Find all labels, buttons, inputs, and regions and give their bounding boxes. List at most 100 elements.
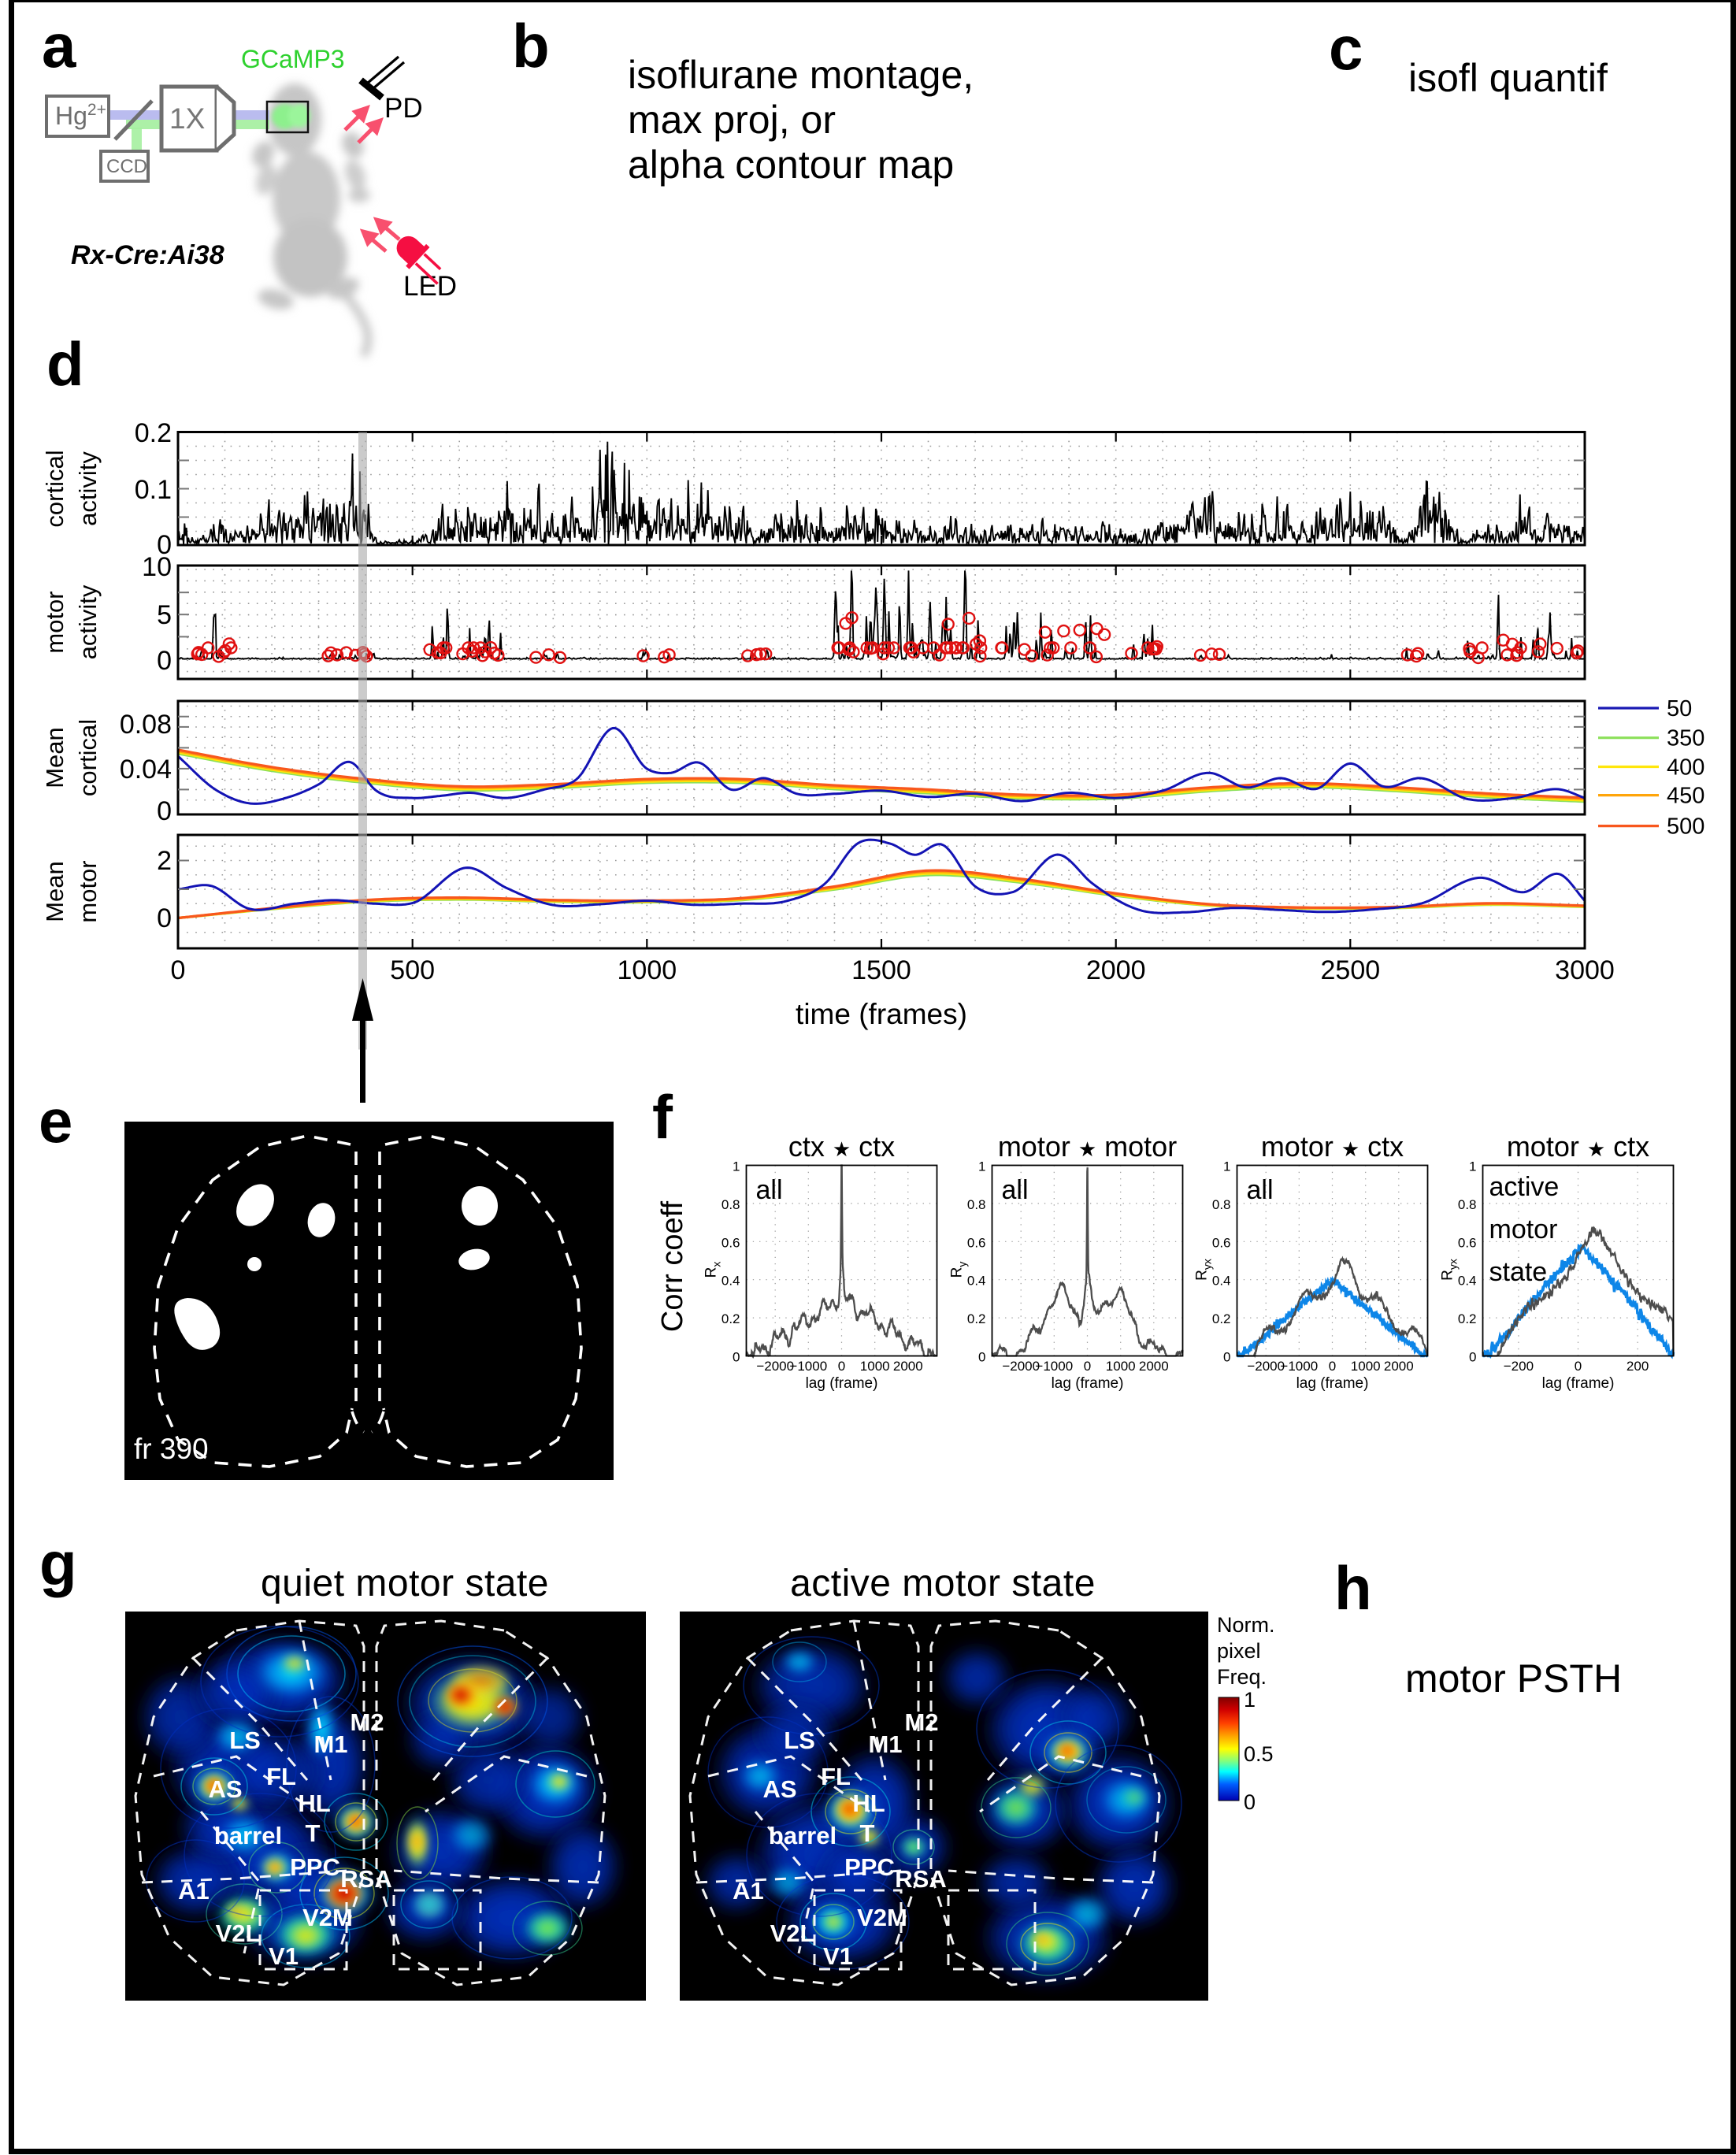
svg-text:0.4: 0.4 xyxy=(721,1274,740,1289)
svg-text:0: 0 xyxy=(1575,1359,1582,1374)
svg-text:0.2: 0.2 xyxy=(1212,1311,1231,1326)
svg-text:PPC: PPC xyxy=(290,1853,340,1881)
svg-text:T: T xyxy=(860,1819,875,1847)
svg-text:Ry: Ry xyxy=(949,1262,969,1278)
svg-text:V2L: V2L xyxy=(216,1919,261,1947)
svg-text:motor ★ ctx: motor ★ ctx xyxy=(1507,1130,1649,1163)
svg-text:0: 0 xyxy=(157,796,172,826)
svg-text:3000: 3000 xyxy=(1555,955,1615,985)
svg-text:Freq.: Freq. xyxy=(1217,1665,1267,1689)
svg-text:V1: V1 xyxy=(823,1942,853,1970)
svg-text:HL: HL xyxy=(852,1790,885,1817)
svg-text:motor: motor xyxy=(1489,1215,1558,1244)
svg-text:−1000: −1000 xyxy=(1035,1359,1073,1374)
svg-text:5: 5 xyxy=(157,600,172,630)
svg-text:0.2: 0.2 xyxy=(135,418,172,448)
svg-text:50: 50 xyxy=(1667,696,1692,721)
svg-text:2000: 2000 xyxy=(1139,1359,1169,1374)
svg-text:0: 0 xyxy=(171,955,186,985)
svg-text:2: 2 xyxy=(157,846,172,876)
svg-text:pixel: pixel xyxy=(1217,1639,1261,1663)
svg-text:M1: M1 xyxy=(868,1730,902,1758)
svg-text:−2000: −2000 xyxy=(756,1359,794,1374)
svg-text:0.1: 0.1 xyxy=(135,475,172,505)
svg-text:M2: M2 xyxy=(350,1708,384,1736)
svg-text:1000: 1000 xyxy=(1106,1359,1136,1374)
svg-text:state: state xyxy=(1489,1257,1548,1287)
svg-text:0: 0 xyxy=(1329,1359,1336,1374)
svg-text:LS: LS xyxy=(784,1727,815,1754)
svg-text:CCD: CCD xyxy=(106,156,147,177)
svg-text:RSA: RSA xyxy=(340,1865,391,1893)
svg-text:0: 0 xyxy=(1469,1350,1476,1365)
svg-text:0.04: 0.04 xyxy=(120,755,172,784)
svg-text:FL: FL xyxy=(266,1763,296,1790)
svg-text:V2M: V2M xyxy=(302,1904,353,1931)
svg-text:Mean: Mean xyxy=(41,727,69,788)
svg-text:1000: 1000 xyxy=(860,1359,890,1374)
svg-text:10: 10 xyxy=(142,552,172,582)
svg-text:active: active xyxy=(1489,1172,1560,1202)
svg-text:activity: activity xyxy=(74,451,102,526)
svg-text:0: 0 xyxy=(157,530,172,560)
svg-text:motor ★ ctx: motor ★ ctx xyxy=(1261,1130,1404,1163)
svg-text:0: 0 xyxy=(1084,1359,1091,1374)
svg-text:−200: −200 xyxy=(1504,1359,1534,1374)
svg-text:all: all xyxy=(756,1175,783,1205)
svg-text:RSA: RSA xyxy=(895,1865,946,1893)
svg-text:cortical: cortical xyxy=(74,719,102,796)
svg-text:M1: M1 xyxy=(313,1730,347,1758)
svg-text:−2000: −2000 xyxy=(1002,1359,1040,1374)
svg-text:motor: motor xyxy=(74,860,102,922)
svg-text:1: 1 xyxy=(1223,1159,1230,1174)
svg-text:lag (frame): lag (frame) xyxy=(806,1375,878,1392)
svg-text:450: 450 xyxy=(1667,784,1704,809)
svg-text:0.2: 0.2 xyxy=(967,1311,986,1326)
svg-text:500: 500 xyxy=(390,955,435,985)
svg-text:activity: activity xyxy=(74,584,102,659)
svg-text:Ryx: Ryx xyxy=(1194,1259,1214,1281)
svg-text:1: 1 xyxy=(1469,1159,1476,1174)
svg-text:0.2: 0.2 xyxy=(1458,1311,1477,1326)
svg-text:2000: 2000 xyxy=(1086,955,1146,985)
svg-text:HL: HL xyxy=(298,1790,330,1817)
svg-text:Rx: Rx xyxy=(703,1262,723,1278)
svg-text:0: 0 xyxy=(1244,1790,1256,1814)
svg-text:0.4: 0.4 xyxy=(1458,1274,1477,1289)
svg-text:0.8: 0.8 xyxy=(1212,1197,1231,1212)
svg-text:lag (frame): lag (frame) xyxy=(1052,1375,1124,1392)
svg-text:0.6: 0.6 xyxy=(1212,1235,1231,1250)
svg-text:lag (frame): lag (frame) xyxy=(1296,1375,1369,1392)
svg-text:2000: 2000 xyxy=(1384,1359,1414,1374)
svg-text:LS: LS xyxy=(229,1727,261,1754)
svg-text:2500: 2500 xyxy=(1321,955,1381,985)
svg-text:lag (frame): lag (frame) xyxy=(1542,1375,1615,1392)
svg-text:all: all xyxy=(1247,1175,1274,1205)
svg-text:1X: 1X xyxy=(169,102,205,135)
svg-text:350: 350 xyxy=(1667,726,1704,751)
svg-text:0: 0 xyxy=(157,903,172,933)
svg-text:AS: AS xyxy=(208,1775,242,1803)
svg-text:400: 400 xyxy=(1667,755,1704,781)
svg-text:−1000: −1000 xyxy=(1280,1359,1318,1374)
svg-text:Corr coeff: Corr coeff xyxy=(656,1200,689,1332)
svg-text:1500: 1500 xyxy=(851,955,911,985)
svg-text:all: all xyxy=(1002,1175,1029,1205)
svg-text:fr 390: fr 390 xyxy=(134,1433,209,1465)
svg-text:1000: 1000 xyxy=(1351,1359,1381,1374)
svg-text:1: 1 xyxy=(1244,1688,1256,1712)
svg-text:Mean: Mean xyxy=(41,861,69,922)
svg-text:barrel: barrel xyxy=(214,1822,282,1849)
svg-text:0.6: 0.6 xyxy=(1458,1235,1477,1250)
svg-text:V1: V1 xyxy=(269,1942,299,1970)
svg-text:PPC: PPC xyxy=(844,1853,895,1881)
svg-text:V2L: V2L xyxy=(770,1919,815,1947)
svg-text:0: 0 xyxy=(978,1350,985,1365)
svg-text:0.4: 0.4 xyxy=(967,1274,986,1289)
svg-text:0: 0 xyxy=(838,1359,845,1374)
svg-text:time (frames): time (frames) xyxy=(796,998,967,1030)
svg-text:−1000: −1000 xyxy=(789,1359,827,1374)
svg-text:cortical: cortical xyxy=(41,450,69,527)
svg-text:Norm.: Norm. xyxy=(1217,1613,1275,1637)
svg-text:2000: 2000 xyxy=(893,1359,923,1374)
